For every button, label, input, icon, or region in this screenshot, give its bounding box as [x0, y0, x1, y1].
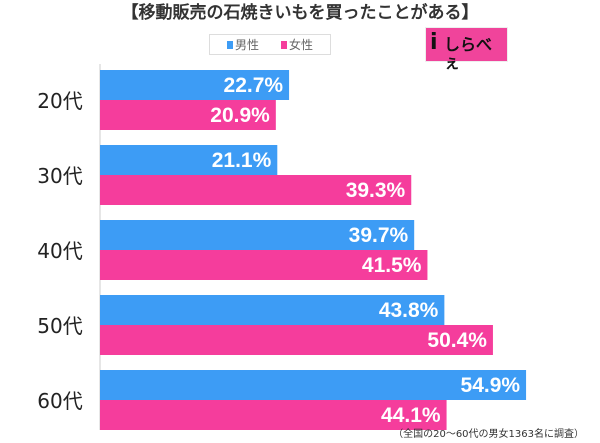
- legend-item-female: 女性: [281, 36, 313, 53]
- data-label: 20.9%: [210, 104, 270, 127]
- data-label: 21.1%: [212, 149, 272, 172]
- bar-male: [100, 220, 415, 250]
- data-label: 39.7%: [349, 224, 409, 247]
- legend-swatch-female: [281, 41, 287, 49]
- legend-swatch-male: [226, 41, 233, 49]
- bar-female: [100, 250, 428, 280]
- data-label: 44.1%: [381, 404, 441, 427]
- legend: 男性 女性: [209, 34, 331, 55]
- legend-label-female: 女性: [289, 38, 314, 52]
- bar-female: [100, 100, 276, 130]
- legend-item-male: 男性: [226, 36, 259, 53]
- category-label: 30代: [37, 164, 82, 188]
- data-label: 43.8%: [379, 299, 439, 322]
- bar-female: [100, 400, 447, 430]
- category-label: 50代: [37, 314, 82, 338]
- bar-male: [100, 145, 278, 175]
- chart-title: 【移動販売の石焼きいもを買ったことがある】: [121, 3, 479, 23]
- logo-text: しらべぇ: [444, 35, 493, 72]
- data-label: 39.3%: [346, 179, 406, 202]
- logo-mark-icon: i: [430, 30, 438, 55]
- category-label: 60代: [37, 389, 82, 413]
- logo: i しらべぇ: [425, 27, 508, 72]
- category-label: 20代: [37, 89, 82, 113]
- legend-label-male: 男性: [234, 38, 259, 52]
- footnote: （全国の20〜60代の男女1363名に調査）: [393, 429, 584, 440]
- data-label: 22.7%: [224, 74, 284, 97]
- bar-female: [100, 175, 412, 205]
- bar-male: [100, 295, 445, 325]
- bar-female: [100, 325, 493, 355]
- data-label: 41.5%: [362, 254, 422, 277]
- bar-male: [100, 70, 290, 100]
- category-label: 40代: [37, 239, 82, 263]
- bar-male: [100, 370, 527, 400]
- data-label: 50.4%: [427, 329, 487, 352]
- data-label: 54.9%: [461, 374, 521, 397]
